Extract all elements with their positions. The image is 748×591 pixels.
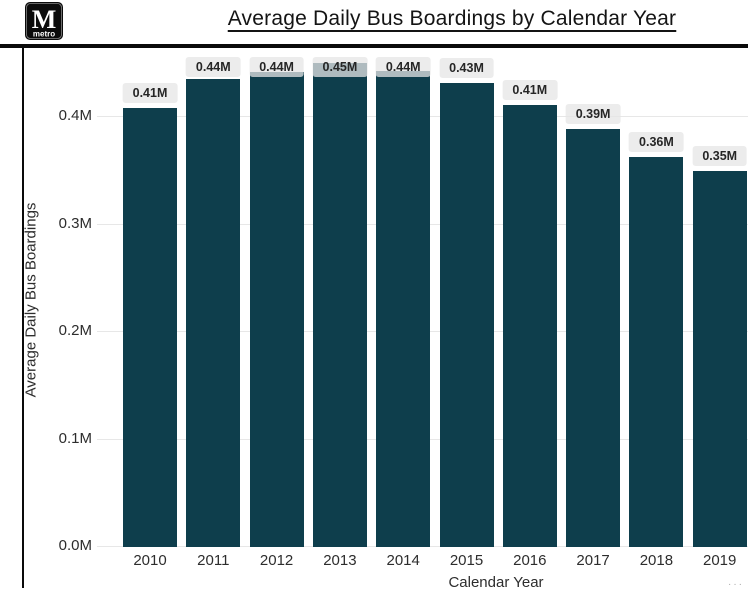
- bar-value-label: 0.44M: [375, 57, 431, 77]
- bar-value-label: 0.44M: [185, 57, 241, 77]
- bar[interactable]: [376, 71, 431, 547]
- bar-value-label: 0.36M: [629, 132, 684, 152]
- x-tick-label: 2010: [133, 552, 167, 569]
- x-axis-title: Calendar Year: [448, 574, 544, 591]
- logo-letter: M: [32, 5, 57, 34]
- bar[interactable]: [312, 63, 367, 547]
- clipped-footer-text: ···: [728, 579, 744, 590]
- bar-value-label: 0.45M: [312, 57, 368, 77]
- x-tick-label: 2017: [576, 552, 610, 569]
- bar[interactable]: [439, 83, 494, 547]
- x-tick-label: 2019: [703, 552, 737, 569]
- y-tick-label: 0.0M: [58, 537, 92, 554]
- x-tick-label: 2018: [639, 552, 674, 569]
- y-tick-label: 0.1M: [58, 429, 92, 447]
- bar-value-label: 0.39M: [565, 104, 621, 124]
- bar-value-label: 0.35M: [692, 146, 748, 166]
- y-tick-label: 0.3M: [58, 214, 92, 232]
- bar[interactable]: [502, 105, 557, 547]
- page-title: Average Daily Bus Boardings by Calendar …: [227, 7, 677, 30]
- bar-value-label: 0.41M: [502, 80, 558, 100]
- header: M metro Average Daily Bus Boardings by C…: [0, 0, 748, 44]
- bar[interactable]: [249, 72, 304, 547]
- x-tick-label: 2014: [386, 552, 420, 569]
- metro-logo-icon: M metro: [25, 2, 63, 40]
- header-divider-rule: [0, 44, 748, 48]
- bar-value-label: 0.44M: [249, 57, 304, 77]
- y-tick-label: 0.4M: [58, 107, 92, 124]
- x-tick-label: 2012: [259, 552, 294, 569]
- bar[interactable]: [123, 108, 177, 547]
- bar[interactable]: [186, 79, 241, 547]
- x-tick-label: 2015: [449, 552, 484, 569]
- x-tick-label: 2011: [197, 552, 230, 569]
- left-border-rule: [22, 0, 24, 588]
- bar[interactable]: [692, 171, 747, 547]
- bar-value-label: 0.41M: [122, 83, 178, 103]
- bar[interactable]: [629, 157, 684, 547]
- y-axis-title: Average Daily Bus Boardings: [22, 202, 40, 398]
- x-tick-label: 2016: [513, 552, 547, 569]
- bar-value-label: 0.43M: [439, 58, 494, 78]
- y-tick-label: 0.2M: [58, 322, 92, 339]
- x-tick-label: 2013: [323, 552, 357, 569]
- bar[interactable]: [566, 129, 621, 547]
- logo-sub-label: metro: [33, 30, 55, 39]
